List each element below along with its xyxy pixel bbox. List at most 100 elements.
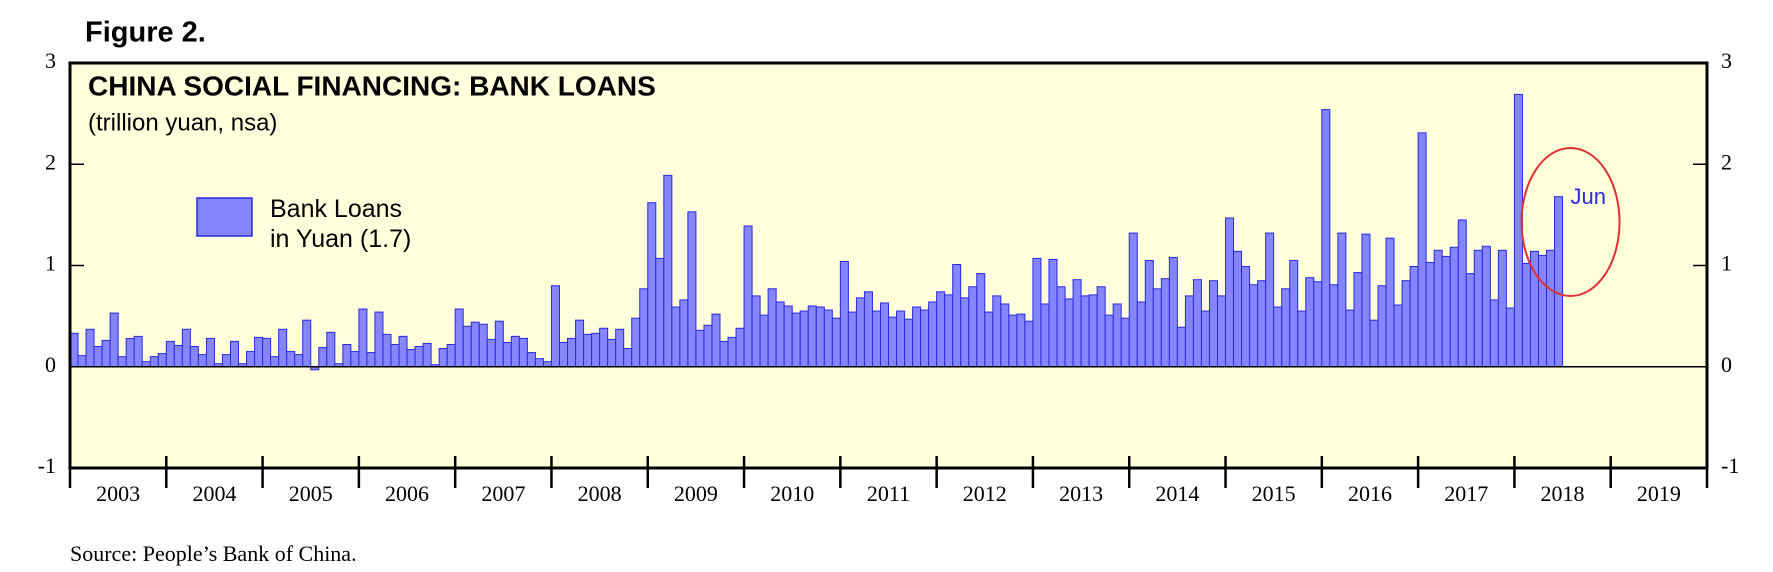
- bar: [1457, 219, 1467, 368]
- bar: [157, 353, 167, 368]
- bar: [1200, 310, 1210, 368]
- bar: [1305, 277, 1315, 368]
- bar: [727, 336, 737, 368]
- bar: [534, 358, 544, 368]
- bar: [1233, 250, 1243, 368]
- y-tick-label: 2: [45, 149, 56, 174]
- bar: [888, 316, 898, 368]
- bar: [1136, 301, 1146, 368]
- bar: [567, 337, 577, 368]
- bar: [270, 356, 280, 368]
- x-tick-label: 2006: [385, 481, 429, 506]
- bar: [1353, 272, 1363, 368]
- bar: [366, 352, 376, 368]
- bar: [526, 352, 536, 368]
- bar: [1192, 279, 1202, 368]
- bar: [1393, 304, 1403, 368]
- bar: [1008, 314, 1018, 368]
- bar: [1425, 261, 1435, 368]
- bar: [1152, 288, 1162, 368]
- bar: [1184, 295, 1194, 368]
- bar: [591, 332, 601, 368]
- bar: [262, 337, 272, 368]
- bar: [350, 351, 360, 368]
- bar: [470, 321, 480, 368]
- bar: [1144, 259, 1154, 368]
- bar: [904, 318, 914, 368]
- bar: [711, 313, 721, 368]
- x-tick-label: 2008: [578, 481, 622, 506]
- x-tick-label: 2015: [1252, 481, 1296, 506]
- bar: [422, 342, 432, 368]
- bar: [326, 331, 336, 368]
- x-tick-label: 2011: [867, 481, 910, 506]
- bar: [1096, 286, 1106, 368]
- x-tick-label: 2018: [1541, 481, 1585, 506]
- bar: [791, 312, 801, 368]
- bar: [454, 308, 464, 368]
- bar: [510, 335, 520, 368]
- bar: [759, 314, 769, 368]
- bar: [1505, 307, 1515, 368]
- bar: [1465, 273, 1475, 368]
- bar: [542, 361, 552, 368]
- bar: [294, 354, 304, 368]
- bar: [149, 356, 159, 368]
- bar: [1024, 320, 1034, 368]
- x-tick-label: 2009: [674, 481, 718, 506]
- bar: [960, 297, 970, 368]
- bar: [1112, 303, 1122, 368]
- bar: [1072, 279, 1082, 368]
- bar: [518, 337, 528, 368]
- bar: [735, 327, 745, 368]
- y-tick-label: 3: [45, 48, 56, 73]
- bar: [1000, 303, 1010, 368]
- bar: [767, 288, 777, 368]
- legend-label: Bank Loans in Yuan (1.7): [270, 195, 411, 253]
- bar: [855, 297, 865, 368]
- bar: [550, 285, 560, 368]
- bar: [1056, 286, 1066, 368]
- bar: [478, 323, 488, 368]
- bar: [189, 346, 199, 368]
- bar: [254, 336, 264, 368]
- bar: [1257, 280, 1267, 368]
- bar: [687, 211, 697, 368]
- bar: [968, 286, 978, 368]
- bar: [952, 263, 962, 368]
- y2-tick-label: 1: [1721, 251, 1732, 276]
- bar: [607, 338, 617, 368]
- bar: [695, 329, 705, 368]
- bar: [1265, 232, 1275, 368]
- plot-frame: [68, 61, 1709, 470]
- bar: [205, 337, 215, 368]
- bar: [173, 344, 183, 368]
- bar: [743, 225, 753, 368]
- bar: [928, 301, 938, 368]
- bar: [631, 317, 641, 368]
- bar: [1273, 306, 1283, 368]
- bar: [679, 299, 689, 368]
- annotation: Jun: [1571, 184, 1606, 209]
- x-tick-label: 2014: [1155, 481, 1199, 506]
- chart-title: CHINA SOCIAL FINANCING: BANK LOANS: [88, 70, 656, 101]
- bar: [775, 301, 785, 368]
- bar: [77, 355, 87, 368]
- x-tick-label: 2013: [1059, 481, 1103, 506]
- bar: [1417, 132, 1427, 368]
- bar: [663, 174, 673, 368]
- bar: [398, 335, 408, 368]
- bar: [221, 354, 231, 368]
- bar: [1521, 262, 1531, 368]
- bar: [1554, 196, 1564, 368]
- bar: [976, 273, 986, 368]
- bar: [879, 302, 889, 368]
- figure-label: Figure 2.: [85, 17, 206, 49]
- bar: [1497, 249, 1507, 368]
- bar: [117, 356, 127, 368]
- x-tick-label: 2004: [192, 481, 236, 506]
- bar: [992, 295, 1002, 368]
- bar: [1080, 295, 1090, 368]
- bar: [912, 306, 922, 368]
- bar: [831, 317, 841, 368]
